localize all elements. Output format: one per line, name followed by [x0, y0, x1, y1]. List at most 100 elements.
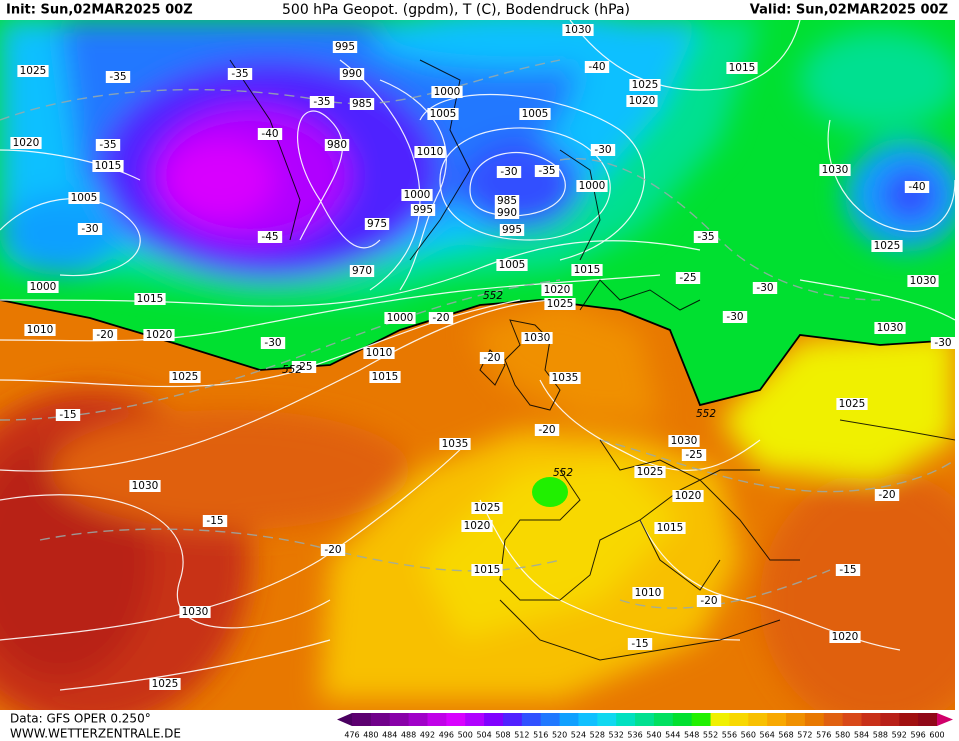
isobar-label: 1020 [832, 631, 859, 643]
isobar-label-box [439, 438, 471, 450]
colorbar-box [540, 713, 561, 726]
isobar-label: 1030 [132, 480, 159, 492]
temperature-label: -25 [679, 272, 696, 284]
isobar-label: 995 [335, 41, 355, 53]
temperature-label-box [675, 272, 701, 284]
isobar-label-box [494, 207, 520, 219]
isobar-label-box [519, 108, 551, 120]
colorbar-box [521, 713, 542, 726]
isobar-label-box [24, 324, 56, 336]
isobar-label-box [17, 65, 49, 77]
colorbar-tick-label: 536 [627, 731, 642, 740]
colorbar-box [389, 713, 410, 726]
temperature-label: -30 [81, 223, 98, 235]
isobar-label: 1000 [30, 281, 57, 293]
colorbar-box [446, 713, 466, 726]
temperature-label: -35 [109, 71, 126, 83]
isobar-label-box [349, 265, 375, 277]
isobar-label: 1015 [137, 293, 164, 305]
isobar-label: 1015 [372, 371, 399, 383]
colorbar-box [767, 713, 787, 726]
isobar-label: 1015 [729, 62, 756, 74]
temperature-label: -20 [483, 352, 500, 364]
isobar-label-box [907, 275, 939, 287]
isobar-label: 1025 [547, 298, 574, 310]
temperature-label-box [930, 337, 956, 349]
temperature-label: -15 [206, 515, 223, 527]
colorbar-tick-label: 584 [854, 731, 869, 740]
colorbar-tick-label: 496 [439, 731, 454, 740]
isobar-label-box [410, 204, 436, 216]
colorbar-tick-label: 524 [571, 731, 586, 740]
map-labels: 9959909859809759701000100510101000995103… [10, 24, 956, 690]
colorbar-box [597, 713, 617, 726]
colorbar-box [804, 713, 825, 726]
isobar-label-box [414, 146, 446, 158]
isobar-label: 1025 [172, 371, 199, 383]
temperature-label-box [92, 329, 118, 341]
colorbar-box [427, 713, 447, 726]
colorbar-under [337, 713, 352, 726]
isobar-label: 1000 [387, 312, 414, 324]
isobar-label-box [339, 68, 365, 80]
isobar-label: 1030 [565, 24, 592, 36]
colorbar-tick-label: 504 [476, 731, 491, 740]
colorbar: 476 480 484 488 492 496 500 504 508 512 516 520 524 5… [337, 713, 953, 740]
temperature-label-box [627, 638, 653, 650]
colorbar-box [352, 713, 372, 726]
height-label: 552 [696, 408, 716, 420]
temperature-label-box [590, 144, 616, 156]
temperature-label-box [227, 68, 253, 80]
isobar-label-box [819, 164, 851, 176]
temperature-label-box [722, 311, 748, 323]
temperature-label: -30 [934, 337, 951, 349]
isobar-label: 1020 [13, 137, 40, 149]
isobar-label-box [10, 137, 42, 149]
colorbar-over [937, 713, 953, 726]
colorbar-tick-label: 568 [778, 731, 793, 740]
isobar-label-box [496, 259, 528, 271]
colorbar-box [370, 713, 391, 726]
isobar-label: 1030 [910, 275, 937, 287]
isobar-label: 1015 [95, 160, 122, 172]
isobar-label: 1005 [71, 192, 98, 204]
isobar-label-box [521, 332, 553, 344]
colorbar-box [823, 713, 844, 726]
height-label: 552 [483, 290, 503, 302]
colorbar-box [465, 713, 485, 726]
colorbar-box [861, 713, 881, 726]
isobar-label-box [499, 224, 525, 236]
colorbar-tick-label: 476 [344, 731, 359, 740]
isobar-label-box [626, 95, 658, 107]
temperature-label: -20 [324, 544, 341, 556]
colorbar-tick-label: 480 [363, 731, 378, 740]
colorbar-box [653, 713, 674, 726]
colorbar-tick-label: 588 [873, 731, 888, 740]
isobar-label-box [654, 522, 686, 534]
temperature-label: -25 [685, 449, 702, 461]
isobar-label: 1015 [657, 522, 684, 534]
map-title: 500 hPa Geopot. (gpdm), T (C), Bodendruc… [282, 2, 630, 18]
isobar-label: 1035 [552, 372, 579, 384]
isobar-label: 1000 [404, 189, 431, 201]
isobar-label-box [401, 189, 433, 201]
isobar-label: 1035 [442, 438, 469, 450]
temperature-label-box [874, 489, 900, 501]
temperature-label-box [257, 231, 283, 243]
isobar-label-box [634, 466, 666, 478]
temperature-label-box [55, 409, 81, 421]
temperature-label-box [835, 564, 861, 576]
colorbar-box [729, 713, 749, 726]
isobar-label: 1030 [524, 332, 551, 344]
temperature-label: -30 [500, 166, 517, 178]
temperature-label: -20 [700, 595, 717, 607]
colorbar-box [502, 713, 523, 726]
temperature-label-box [291, 361, 317, 373]
temperature-label: -20 [96, 329, 113, 341]
temperature-label-box [202, 515, 228, 527]
colorbar-tick-label: 552 [703, 731, 718, 740]
temperature-label-box [696, 595, 722, 607]
website: WWW.WETTERZENTRALE.DE [10, 727, 181, 741]
temperature-label-box [534, 424, 560, 436]
